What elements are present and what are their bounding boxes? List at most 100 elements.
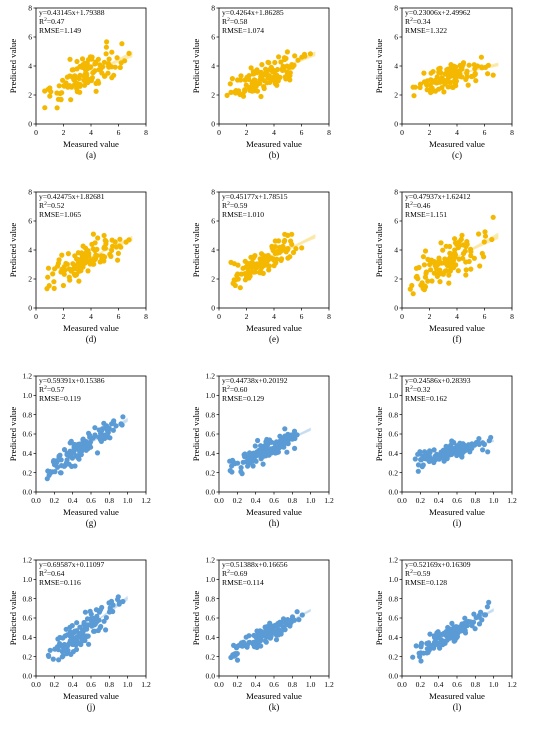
data-point — [54, 263, 61, 269]
data-point — [436, 255, 442, 261]
data-point — [434, 273, 440, 279]
data-point — [438, 70, 444, 76]
y-tick-label: 0.4 — [206, 449, 216, 458]
x-tick-label: 0 — [217, 312, 221, 321]
data-point — [418, 640, 425, 646]
data-point — [224, 92, 230, 98]
data-point — [453, 262, 459, 268]
data-point — [447, 452, 453, 458]
data-point — [235, 262, 241, 268]
data-point — [468, 266, 474, 272]
y-axis-label: Predicted value — [8, 407, 18, 462]
data-point — [276, 238, 282, 244]
y-tick-label: 8 — [211, 188, 215, 197]
data-point — [431, 459, 437, 466]
data-point — [267, 620, 273, 626]
data-point — [482, 612, 488, 618]
y-tick-label: 0.0 — [206, 672, 216, 681]
data-point — [435, 634, 441, 640]
data-point — [264, 626, 270, 633]
panel-label: (h) — [269, 518, 280, 528]
data-point — [439, 85, 445, 91]
data-point — [273, 80, 279, 86]
data-point — [463, 259, 469, 265]
data-point — [96, 67, 102, 73]
y-tick-label: 4 — [28, 62, 32, 71]
data-point — [274, 256, 280, 262]
y-axis-label: Predicted value — [191, 591, 201, 646]
data-point — [258, 69, 264, 75]
data-point — [238, 643, 244, 649]
data-point — [482, 64, 489, 70]
y-tick-label: 0.8 — [389, 410, 399, 419]
data-point — [102, 435, 108, 442]
data-point — [281, 239, 287, 245]
scatter-chart: 0 2 4 6 8 0 2 4 6 8 Measured value Predicted value (… — [191, 4, 331, 160]
x-axis-label: Measured value — [246, 139, 302, 149]
x-tick-label: 0.4 — [68, 496, 78, 505]
data-point — [103, 615, 109, 621]
y-tick-label: 6 — [211, 33, 215, 42]
x-tick-label: 2 — [428, 128, 432, 137]
data-point — [455, 245, 461, 251]
x-tick-label: 0.6 — [86, 496, 96, 505]
data-point — [476, 621, 483, 627]
data-point — [108, 253, 114, 259]
data-point — [279, 67, 286, 73]
data-point — [96, 80, 102, 86]
scatter-panel: 0 2 4 6 8 0 2 4 6 8 Measured value Predicted value (… — [366, 0, 549, 184]
data-point — [60, 282, 66, 289]
data-point — [242, 451, 248, 457]
data-point — [79, 250, 85, 256]
scatter-chart: 0 2 4 6 8 0 2 4 6 8 Measured value Predicted value (… — [374, 4, 514, 160]
data-point — [446, 272, 452, 278]
data-point — [234, 657, 241, 663]
y-tick-label: 0.2 — [206, 652, 216, 661]
data-point — [442, 71, 448, 77]
data-point — [413, 643, 419, 649]
scatter-panel: 0.0 0.2 0.4 0.6 0.8 1.0 1.2 0.0 0.2 0.4 0.6 0.8 1.0 1… — [0, 552, 183, 736]
data-point — [282, 231, 288, 237]
data-point — [278, 631, 284, 637]
x-axis-label: Measured value — [246, 507, 302, 517]
data-point — [295, 57, 301, 63]
data-point — [64, 450, 70, 456]
data-point — [421, 262, 427, 268]
scatter-chart: 0.0 0.2 0.4 0.6 0.8 1.0 1.2 0.0 0.2 0.4 0.6 0.8 1.0 1… — [8, 372, 151, 528]
data-point — [456, 256, 462, 262]
data-point — [77, 72, 83, 78]
x-tick-label: 1.2 — [507, 496, 517, 505]
y-tick-label: 1.2 — [23, 372, 33, 381]
data-point — [299, 612, 305, 618]
y-axis-label: Predicted value — [374, 39, 384, 94]
data-point — [462, 615, 468, 621]
x-axis-label: Measured value — [63, 139, 119, 149]
r-squared: R2=0.46 — [405, 201, 431, 210]
data-point — [237, 285, 243, 291]
x-tick-label: 4 — [272, 312, 276, 321]
data-point — [294, 609, 300, 615]
data-point — [74, 620, 80, 626]
x-tick-label: 2 — [62, 128, 66, 137]
x-tick-label: 1.2 — [324, 496, 334, 505]
x-tick-label: 0.2 — [416, 680, 426, 689]
data-point — [46, 653, 52, 659]
y-axis-label: Predicted value — [191, 407, 201, 462]
confidence-band — [87, 235, 133, 259]
data-point — [56, 657, 62, 663]
y-tick-label: 0.4 — [206, 633, 216, 642]
data-point — [420, 254, 426, 260]
scatter-chart: 0.0 0.2 0.4 0.6 0.8 1.0 1.2 0.0 0.2 0.4 0.6 0.8 1.0 1… — [374, 556, 517, 712]
y-tick-label: 0 — [394, 120, 398, 129]
x-tick-label: 0.6 — [269, 680, 279, 689]
data-point — [59, 252, 65, 258]
y-tick-label: 0.2 — [23, 468, 33, 477]
y-tick-label: 0.4 — [389, 449, 399, 458]
data-point — [266, 255, 272, 262]
data-point — [79, 56, 86, 62]
data-point — [80, 243, 86, 249]
data-point — [58, 470, 64, 476]
data-point — [479, 250, 485, 257]
data-point — [480, 447, 486, 453]
data-point — [489, 236, 495, 243]
